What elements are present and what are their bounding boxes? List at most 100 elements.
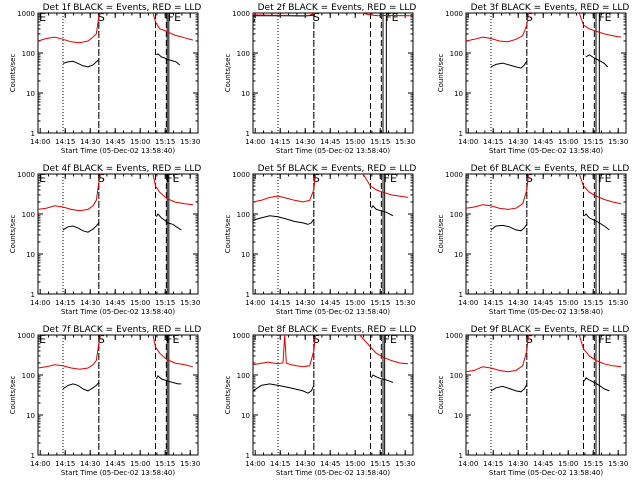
- events-series-line: [253, 383, 315, 394]
- x-tick-label: 14:45: [320, 138, 340, 146]
- events-series-line: [370, 374, 394, 383]
- x-tick-label: 14:45: [533, 299, 553, 307]
- x-tick-label: 15:30: [395, 299, 415, 307]
- x-tick-label: 15:30: [395, 460, 415, 468]
- x-tick-label: 14:00: [245, 460, 265, 468]
- x-tick-label: 14:15: [55, 138, 75, 146]
- lld-series-line: [359, 334, 409, 365]
- lld-series-line: [253, 173, 316, 203]
- y-axis-label: Counts/sec: [9, 215, 17, 254]
- x-tick-label: 14:00: [245, 138, 265, 146]
- events-series-line: [583, 213, 610, 231]
- chart-panel-4: Det 4f BLACK = Events, RED = LLD 1 10 100 10…: [9, 164, 201, 316]
- x-tick-label: 14:30: [80, 460, 100, 468]
- y-tick-label: 1000: [17, 171, 35, 179]
- panel-title: Det 7f BLACK = Events, RED = LLD: [43, 325, 202, 335]
- x-tick-label: 15:30: [608, 299, 628, 307]
- x-tick-label: 15:15: [583, 299, 603, 307]
- x-tick-label: 15:00: [558, 460, 578, 468]
- y-tick-label: 1000: [445, 171, 463, 179]
- event-marker-label: S: [313, 333, 320, 346]
- y-tick-label: 1: [246, 291, 250, 299]
- events-series-line: [490, 61, 528, 69]
- panel-title: Det 4f BLACK = Events, RED = LLD: [43, 164, 202, 174]
- y-tick-label: 10: [454, 90, 463, 98]
- lld-series-line: [152, 12, 194, 41]
- lld-series-line: [362, 173, 409, 198]
- y-axis-label: Counts/sec: [437, 215, 445, 254]
- y-tick-label: 10: [241, 251, 250, 259]
- event-marker-label: S: [526, 333, 533, 346]
- lld-series-line: [466, 334, 529, 373]
- y-tick-label: 10: [454, 251, 463, 259]
- y-tick-label: 10: [26, 90, 35, 98]
- panel-frame: [37, 12, 199, 134]
- event-marker-label: FE: [166, 333, 179, 346]
- lld-series-line: [253, 12, 315, 17]
- x-tick-label: 14:15: [270, 138, 290, 146]
- panel-title: Det 1f BLACK = Events, RED = LLD: [43, 3, 202, 13]
- events-series-line: [585, 54, 609, 68]
- x-tick-label: 14:30: [295, 299, 315, 307]
- x-axis-label: Start Time (05-Dec-02 13:58:40): [61, 469, 175, 477]
- y-tick-label: 10: [26, 412, 35, 420]
- chart-panel-9: Det 9f BLACK = Events, RED = LLD 1 10 100 10…: [437, 325, 629, 477]
- y-tick-label: 1: [459, 452, 463, 460]
- event-marker-label: FE: [385, 11, 398, 24]
- event-marker-label: S: [526, 172, 533, 185]
- event-marker-label: S: [98, 11, 105, 24]
- lld-series-line: [152, 173, 194, 206]
- events-series-line: [370, 205, 394, 217]
- x-tick-label: 15:15: [370, 460, 390, 468]
- x-axis-label: Start Time (05-Dec-02 13:58:40): [61, 147, 175, 155]
- y-tick-label: 1000: [232, 332, 250, 340]
- events-series-line: [155, 213, 182, 231]
- y-tick-label: 1000: [17, 10, 35, 18]
- x-tick-label: 15:00: [345, 299, 365, 307]
- y-tick-label: 1000: [445, 332, 463, 340]
- x-tick-label: 14:45: [320, 460, 340, 468]
- event-marker-label: FE: [168, 11, 181, 24]
- y-tick-label: 100: [22, 211, 35, 219]
- event-marker-label: FE: [598, 11, 611, 24]
- events-series-line: [490, 224, 528, 232]
- panel-frame: [465, 334, 627, 456]
- event-marker-label: S: [526, 11, 533, 24]
- x-tick-label: 14:00: [458, 460, 478, 468]
- y-tick-label: 1000: [232, 171, 250, 179]
- lld-series-line: [152, 334, 194, 368]
- x-tick-label: 14:00: [458, 138, 478, 146]
- events-series-line: [583, 377, 610, 392]
- x-tick-label: 14:00: [458, 299, 478, 307]
- event-marker-label: FE: [598, 333, 611, 346]
- y-tick-label: 100: [450, 372, 463, 380]
- panel-frame: [465, 12, 627, 134]
- x-tick-label: 15:15: [155, 299, 175, 307]
- x-tick-label: 14:15: [55, 460, 75, 468]
- panel-title: Det 8f BLACK = Events, RED = LLD: [258, 325, 417, 335]
- panel-frame: [252, 334, 414, 456]
- y-tick-label: 1: [31, 291, 35, 299]
- x-tick-label: 15:30: [395, 138, 415, 146]
- y-axis-label: Counts/sec: [9, 376, 17, 415]
- panel-title: Det 2f BLACK = Events, RED = LLD: [258, 3, 417, 13]
- events-series-line: [253, 215, 315, 225]
- panel-frame: [252, 12, 414, 134]
- event-marker-label: E: [39, 11, 46, 24]
- lld-series-line: [38, 334, 101, 370]
- event-marker-label: FE: [166, 172, 179, 185]
- x-tick-label: 14:15: [270, 460, 290, 468]
- lld-series-line: [466, 173, 529, 210]
- lld-series-line: [578, 173, 622, 205]
- x-tick-label: 15:00: [130, 299, 150, 307]
- x-tick-label: 15:30: [180, 299, 200, 307]
- events-series-line: [62, 222, 100, 233]
- panel-title: Det 6f BLACK = Events, RED = LLD: [471, 164, 630, 174]
- chart-panel-8: Det 8f BLACK = Events, RED = LLD 1 10 100 10…: [224, 325, 416, 477]
- y-axis-label: Counts/sec: [437, 54, 445, 93]
- lld-series-line: [38, 173, 101, 212]
- chart-panel-1: Det 1f BLACK = Events, RED = LLD 1 10 100 10…: [9, 3, 201, 155]
- x-tick-label: 15:30: [180, 138, 200, 146]
